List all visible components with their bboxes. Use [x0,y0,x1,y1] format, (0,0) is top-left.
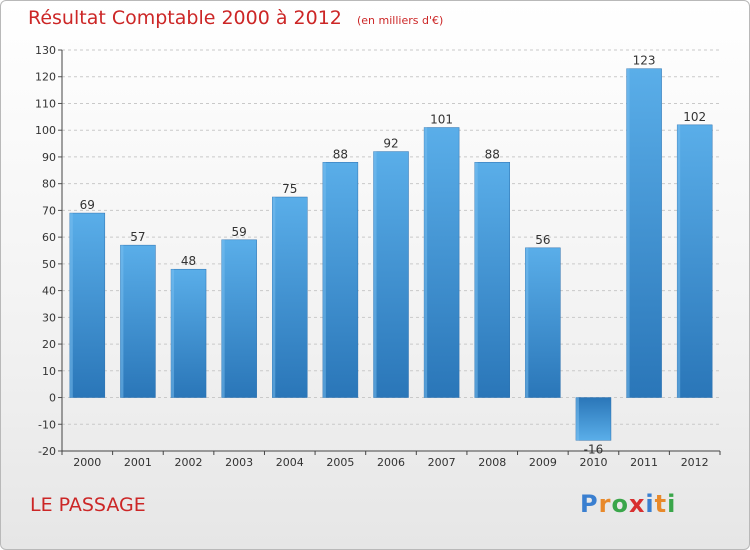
x-tick-label: 2012 [681,456,709,469]
x-tick-label: 2006 [377,456,405,469]
bar-2005 [322,162,359,398]
y-tick-label: 80 [42,178,56,191]
value-label: 48 [181,254,196,268]
bar-highlight [424,127,428,398]
bar-2009 [525,247,561,398]
bar-2004 [272,196,308,398]
y-tick-label: -10 [38,418,56,431]
bar-highlight [525,247,529,398]
bar-highlight [322,162,326,398]
bar-2002 [170,268,207,398]
bar-highlight [575,397,579,441]
value-label: 56 [535,233,550,247]
value-label: 101 [430,113,453,127]
logo-letter: t [654,490,668,518]
y-tick-label: 130 [35,44,56,57]
logo-letter: i [645,490,655,518]
y-tick-label: 40 [42,285,56,298]
x-tick-label: 2011 [630,456,658,469]
logo-letter: x [628,490,646,518]
logo-letter: r [598,490,612,518]
bar-highlight [474,162,478,398]
title-row: Résultat Comptable 2000 à 2012 (en milli… [28,7,443,29]
y-tick-label: 0 [49,392,56,405]
bar-highlight [272,197,276,398]
x-tick-label: 2008 [478,456,506,469]
x-tick-label: 2009 [529,456,557,469]
x-tick-label: 2002 [175,456,203,469]
bar-2001 [120,244,156,398]
value-label: 75 [282,182,297,196]
chart-title: Résultat Comptable 2000 à 2012 [28,7,342,29]
bar-2012 [676,124,713,398]
bar-2003 [221,239,257,398]
value-label: 92 [383,137,398,151]
bar-2008 [474,162,510,398]
bar-highlight [120,245,124,398]
bar-2000 [69,212,106,398]
proxiti-logo: Proxiti [580,490,676,518]
y-tick-label: 70 [42,204,56,217]
value-label: 57 [130,230,145,244]
y-tick-label: 120 [35,71,56,84]
bar-highlight [677,124,681,398]
logo-letter: i [667,490,677,518]
value-label: 102 [683,110,706,124]
y-tick-label: 20 [42,338,56,351]
chart-subtitle: (en milliers d'€) [356,14,444,27]
bar-highlight [373,151,377,398]
bar-highlight [69,213,73,398]
value-label: 88 [333,147,348,161]
y-tick-label: 30 [42,311,56,324]
y-tick-label: 110 [35,97,56,110]
y-tick-label: 90 [42,151,56,164]
x-tick-label: 2001 [124,456,152,469]
bar-highlight [221,239,225,398]
x-tick-label: 2007 [428,456,456,469]
value-label: 123 [633,54,656,68]
bar-2010 [575,397,612,441]
bar-2007 [423,127,460,398]
y-tick-label: -20 [38,445,56,458]
x-tick-label: 2003 [225,456,253,469]
value-label: 69 [80,198,95,212]
bar-2011 [626,68,662,398]
value-label: 88 [485,147,500,161]
value-label: 59 [232,225,247,239]
location-label: LE PASSAGE [30,494,146,516]
x-tick-label: 2005 [326,456,354,469]
x-tick-label: 2000 [73,456,101,469]
logo-letter: o [611,490,629,518]
y-tick-label: 100 [35,124,56,137]
y-tick-label: 50 [42,258,56,271]
value-label: -16 [584,442,604,456]
y-tick-label: 10 [42,365,56,378]
bar-highlight [171,269,175,398]
x-tick-label: 2004 [276,456,304,469]
x-tick-label: 2010 [579,456,607,469]
y-tick-label: 60 [42,231,56,244]
bar-2006 [373,151,409,398]
bar-highlight [626,68,630,398]
logo-letter: P [580,490,599,518]
